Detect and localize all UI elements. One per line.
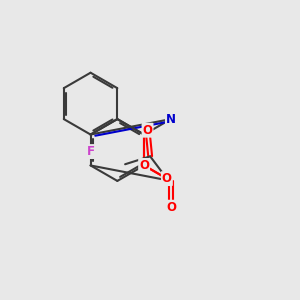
Text: O: O: [139, 159, 149, 172]
Text: F: F: [87, 145, 94, 158]
Text: N: N: [166, 112, 176, 126]
Text: O: O: [166, 201, 176, 214]
Text: O: O: [142, 124, 153, 137]
Text: O: O: [162, 172, 172, 185]
